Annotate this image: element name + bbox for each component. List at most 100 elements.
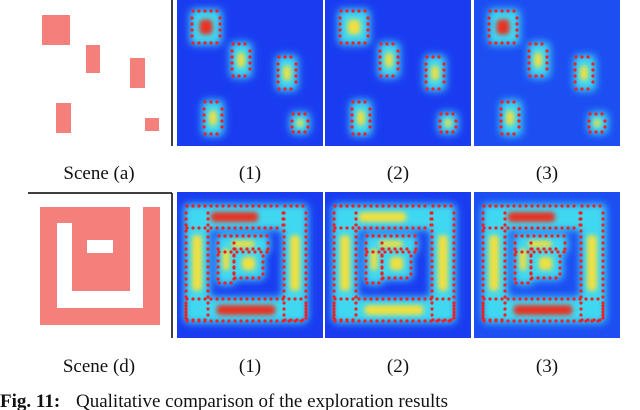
sample-dot <box>304 235 308 239</box>
sample-dot <box>573 62 577 66</box>
sample-dot <box>558 260 562 264</box>
sample-dot <box>364 241 368 245</box>
sample-dot <box>247 250 251 254</box>
sample-dot <box>413 234 417 238</box>
sample-dot <box>375 226 379 230</box>
sample-dot <box>430 271 434 275</box>
sample-dot <box>591 62 595 66</box>
sample-dot <box>216 259 220 263</box>
sample-dot <box>548 204 552 208</box>
sample-dot <box>202 119 206 123</box>
sample-dot <box>579 307 583 311</box>
sample-dot <box>488 41 492 45</box>
sample-dot <box>206 211 210 215</box>
sample-dot <box>481 310 485 314</box>
sample-dot <box>443 318 447 322</box>
panel-label: (3) <box>536 356 558 377</box>
sample-dot <box>351 204 355 208</box>
sample-dot <box>191 319 195 323</box>
sample-dot <box>369 226 373 230</box>
sample-dot <box>223 281 227 285</box>
sample-dot <box>503 229 507 233</box>
sample-dot <box>560 226 564 230</box>
sample-dot <box>556 234 560 238</box>
sample-dot <box>587 125 591 129</box>
sample-dot <box>185 226 189 230</box>
sample-dot <box>354 283 358 287</box>
sample-dot <box>430 289 434 293</box>
sample-dot <box>513 241 517 245</box>
sample-dot <box>197 226 201 230</box>
sample-dot <box>257 247 261 251</box>
sample-dot <box>579 259 583 263</box>
sample-dot <box>354 289 358 293</box>
sample-dot <box>514 250 518 254</box>
heat-layer <box>340 212 448 315</box>
sample-dot <box>357 41 361 45</box>
sample-dot <box>545 61 549 65</box>
sample-dot <box>424 62 428 66</box>
sample-dot <box>248 49 252 53</box>
sample-dot <box>206 217 210 221</box>
sample-dot <box>345 9 349 13</box>
sample-dot <box>339 226 343 230</box>
sample-dot <box>573 80 577 84</box>
sample-dot <box>574 87 578 91</box>
sample-dot <box>481 265 485 269</box>
sample-dot <box>297 112 301 116</box>
sample-dot <box>191 226 195 230</box>
sample-dot <box>350 119 354 123</box>
heat-core <box>358 212 407 222</box>
sample-dot <box>513 253 517 257</box>
sample-dot <box>369 319 373 323</box>
sample-dot <box>253 250 257 254</box>
sample-dot <box>389 234 393 238</box>
sample-dot <box>579 283 583 287</box>
heat-core <box>431 65 439 81</box>
sample-dot <box>206 229 210 233</box>
sample-dot <box>481 307 485 311</box>
sample-dot <box>191 297 195 301</box>
sample-dot <box>512 297 516 301</box>
sample-dot <box>550 250 554 254</box>
sample-dot <box>601 289 605 293</box>
sample-dot <box>191 41 195 45</box>
sample-dot <box>601 283 605 287</box>
sample-dot <box>530 297 534 301</box>
sample-dot <box>245 276 249 280</box>
sample-dot <box>452 295 456 299</box>
sample-dot <box>481 253 485 257</box>
sample-dot <box>452 271 456 275</box>
sample-dot <box>548 276 552 280</box>
sample-dot <box>233 204 237 208</box>
sample-dot <box>202 125 206 129</box>
sample-dot <box>385 74 389 78</box>
sample-dot <box>558 254 562 258</box>
sample-dot <box>556 250 560 254</box>
heat-core <box>370 248 378 271</box>
sample-dot <box>368 113 372 117</box>
sample-dot <box>592 318 596 322</box>
sample-dot <box>338 28 342 32</box>
sample-dot <box>345 297 349 301</box>
sample-dot <box>379 42 383 46</box>
sample-dot <box>449 204 453 208</box>
sample-dot <box>488 226 492 230</box>
sample-dot <box>227 319 231 323</box>
sample-dot <box>512 204 516 208</box>
sample-dot <box>526 281 530 285</box>
sample-dot <box>216 253 220 257</box>
sample-dot <box>380 265 384 269</box>
sample-dot <box>603 125 607 129</box>
sample-dot <box>304 283 308 287</box>
sample-dot <box>399 319 403 323</box>
sample-dot <box>548 297 552 301</box>
sample-dot <box>405 204 409 208</box>
sample-dot <box>513 277 517 281</box>
sample-dot <box>396 67 400 71</box>
sample-dot <box>363 297 367 301</box>
sample-dot <box>518 297 522 301</box>
sample-dot <box>251 276 255 280</box>
sample-dot <box>351 297 355 301</box>
sample-dot <box>289 55 293 59</box>
